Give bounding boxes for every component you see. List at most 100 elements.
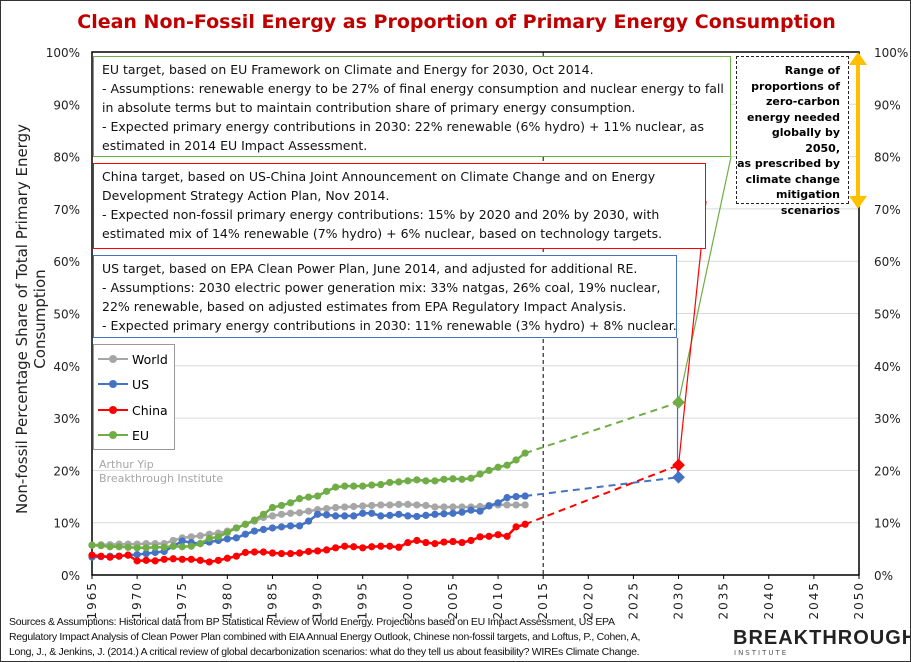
eu-point [368, 481, 376, 489]
china-point [377, 542, 385, 550]
china-point [440, 538, 448, 546]
china-point [313, 547, 322, 555]
annotation-line: climate change [745, 172, 840, 186]
annotation-line: US target, based on EPA Clean Power Plan… [102, 261, 638, 276]
x-tick-label: 2040 [762, 581, 776, 620]
legend-item-china: China [98, 400, 168, 420]
us-point [395, 510, 403, 518]
china-point [88, 551, 96, 559]
us-point [413, 512, 421, 521]
y-tick-label-right: 30% [874, 412, 901, 426]
world-point [169, 536, 177, 545]
annotation-line: - Assumptions: 2030 electric power gener… [102, 280, 661, 295]
world-point [431, 503, 439, 511]
world-point [368, 501, 376, 510]
world-point [422, 501, 430, 510]
eu-point [395, 478, 403, 486]
x-tick-label: 1975 [175, 581, 189, 620]
annotation-line: - Expected primary energy contributions … [102, 318, 677, 333]
annotation-line: zero-carbon [765, 95, 840, 108]
china-point [449, 537, 457, 546]
annotation-line: Development Strategy Action Plan, Nov 20… [102, 188, 390, 203]
us-point [295, 522, 304, 530]
annotation-line: estimated mix of 14% renewable (7% hydro… [102, 226, 663, 241]
world-point [404, 500, 412, 508]
eu-point [503, 461, 511, 469]
us-projection-line [525, 476, 679, 498]
china-point [160, 555, 168, 563]
world-point [386, 501, 394, 509]
us-point [241, 530, 249, 538]
us-swatch-icon [98, 379, 128, 389]
china-point [124, 551, 132, 559]
sources-line: Long, J., & Jenkins, J. (2014.) A critic… [9, 646, 640, 658]
x-tick-label: 2050 [852, 581, 866, 620]
us-point [458, 508, 466, 516]
us-point [313, 510, 322, 518]
y-tick-label-left: 70% [53, 203, 80, 217]
china-point [395, 543, 403, 551]
annotation-line: estimated in 2014 EU Impact Assessment. [102, 138, 368, 153]
us-point [259, 525, 268, 534]
eu-projection-marker [672, 396, 685, 409]
eu-point [485, 466, 493, 474]
annotation-line: - Expected primary energy contributions … [102, 119, 704, 134]
china-point [205, 558, 213, 566]
eu-point [332, 483, 340, 491]
us-point [467, 506, 475, 514]
china-point [485, 532, 493, 540]
us-point [277, 523, 286, 531]
us-point [268, 524, 277, 532]
watermark-author: Arthur Yip [99, 458, 154, 471]
china-point [268, 549, 277, 557]
world-point [440, 503, 448, 511]
us-point [404, 512, 412, 520]
arrow-down-icon [849, 195, 867, 209]
eu-point [169, 542, 177, 550]
world-swatch-icon [98, 354, 128, 364]
annotation-line: energy needed [746, 110, 840, 124]
eu-point [476, 470, 484, 478]
us-point [386, 511, 394, 519]
eu-point [106, 543, 114, 551]
eu-point [512, 456, 520, 464]
eu-point [295, 495, 304, 503]
china-point [97, 552, 105, 560]
annotation-line: China target, based on US-China Joint An… [102, 169, 656, 184]
us-point [431, 510, 439, 518]
world-point [295, 509, 304, 517]
us-point [142, 549, 150, 558]
y-tick-label-right: 40% [874, 360, 901, 374]
y-tick-label-right: 0% [874, 569, 893, 583]
china-point [178, 555, 186, 563]
china-point [241, 548, 249, 557]
us-point [503, 493, 511, 502]
eu-point [431, 477, 439, 485]
eu-point [115, 543, 123, 551]
china-point [133, 557, 141, 565]
legend-label: World [132, 351, 168, 367]
annotation-line: - Expected non-fossil primary energy con… [102, 207, 660, 222]
china-point [250, 548, 259, 556]
x-tick-label: 2030 [672, 581, 686, 620]
eu-point [449, 475, 457, 483]
y-tick-label-left: 0% [61, 569, 80, 583]
eu-point [187, 542, 195, 550]
legend-item-world: World [98, 349, 168, 369]
us-point [286, 522, 295, 530]
eu-point [304, 493, 313, 501]
china-point [494, 531, 502, 539]
us-point [368, 509, 376, 517]
x-tick-label: 2010 [491, 581, 505, 620]
eu-point [223, 529, 231, 537]
eu-projection-line [524, 401, 679, 455]
eu-point [178, 543, 186, 551]
y-tick-label-right: 50% [874, 308, 901, 322]
x-tick-label: 2005 [446, 581, 460, 620]
eu-point [160, 543, 168, 551]
y-tick-label-right: 100% [874, 46, 908, 60]
china-point [196, 556, 204, 564]
china-swatch-icon [98, 405, 128, 415]
eu-point [467, 474, 475, 482]
